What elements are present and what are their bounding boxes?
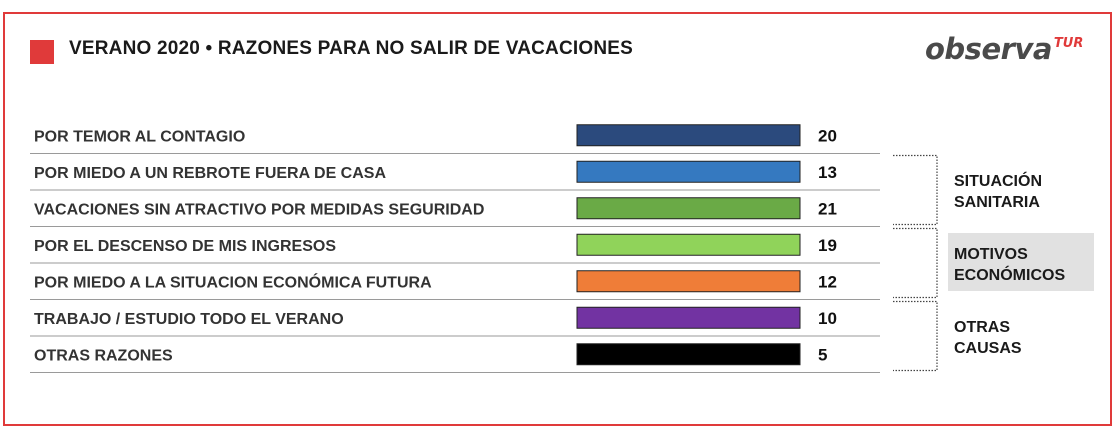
bar	[576, 160, 801, 183]
bar	[576, 124, 801, 147]
group-label: MOTIVOS	[954, 246, 1028, 263]
group-label: ECONÓMICOS	[954, 265, 1065, 284]
logo-main-text: observa	[925, 32, 1052, 66]
value-label: 21	[818, 199, 837, 218]
bar	[576, 197, 801, 220]
value-label: 5	[818, 345, 827, 364]
group-bracket	[893, 300, 938, 372]
category-label: TRABAJO / ESTUDIO TODO EL VERANO	[34, 311, 344, 328]
category-label: POR MIEDO A UN REBROTE FUERA DE CASA	[34, 165, 386, 182]
value-label: 20	[818, 126, 837, 145]
group-label: OTRAS	[954, 319, 1010, 336]
value-label: 12	[818, 272, 837, 291]
group-label: SANITARIA	[954, 194, 1040, 211]
bar	[576, 233, 801, 256]
bar	[576, 343, 801, 366]
group-bracket	[893, 227, 938, 299]
value-label: 13	[818, 163, 837, 182]
category-label: POR EL DESCENSO DE MIS INGRESOS	[34, 238, 336, 255]
bar	[576, 306, 801, 329]
value-label: 10	[818, 309, 837, 328]
category-label: POR MIEDO A LA SITUACION ECONÓMICA FUTUR…	[34, 272, 432, 291]
logo-superscript: TUR	[1053, 36, 1084, 51]
observatur-logo: observa TUR	[925, 32, 1083, 66]
group-bracket	[893, 154, 938, 226]
chart-title: VERANO 2020 • RAZONES PARA NO SALIR DE V…	[69, 38, 634, 59]
title-marker	[30, 40, 54, 64]
category-label: OTRAS RAZONES	[34, 347, 173, 364]
value-label: 19	[818, 236, 837, 255]
chart-frame	[3, 12, 1112, 426]
category-label: POR TEMOR AL CONTAGIO	[34, 128, 245, 145]
group-highlight-box	[948, 233, 1094, 291]
group-label: SITUACIÓN	[954, 171, 1042, 190]
bar	[576, 270, 801, 293]
group-label: CAUSAS	[954, 340, 1022, 357]
category-label: VACACIONES SIN ATRACTIVO POR MEDIDAS SEG…	[34, 201, 484, 218]
